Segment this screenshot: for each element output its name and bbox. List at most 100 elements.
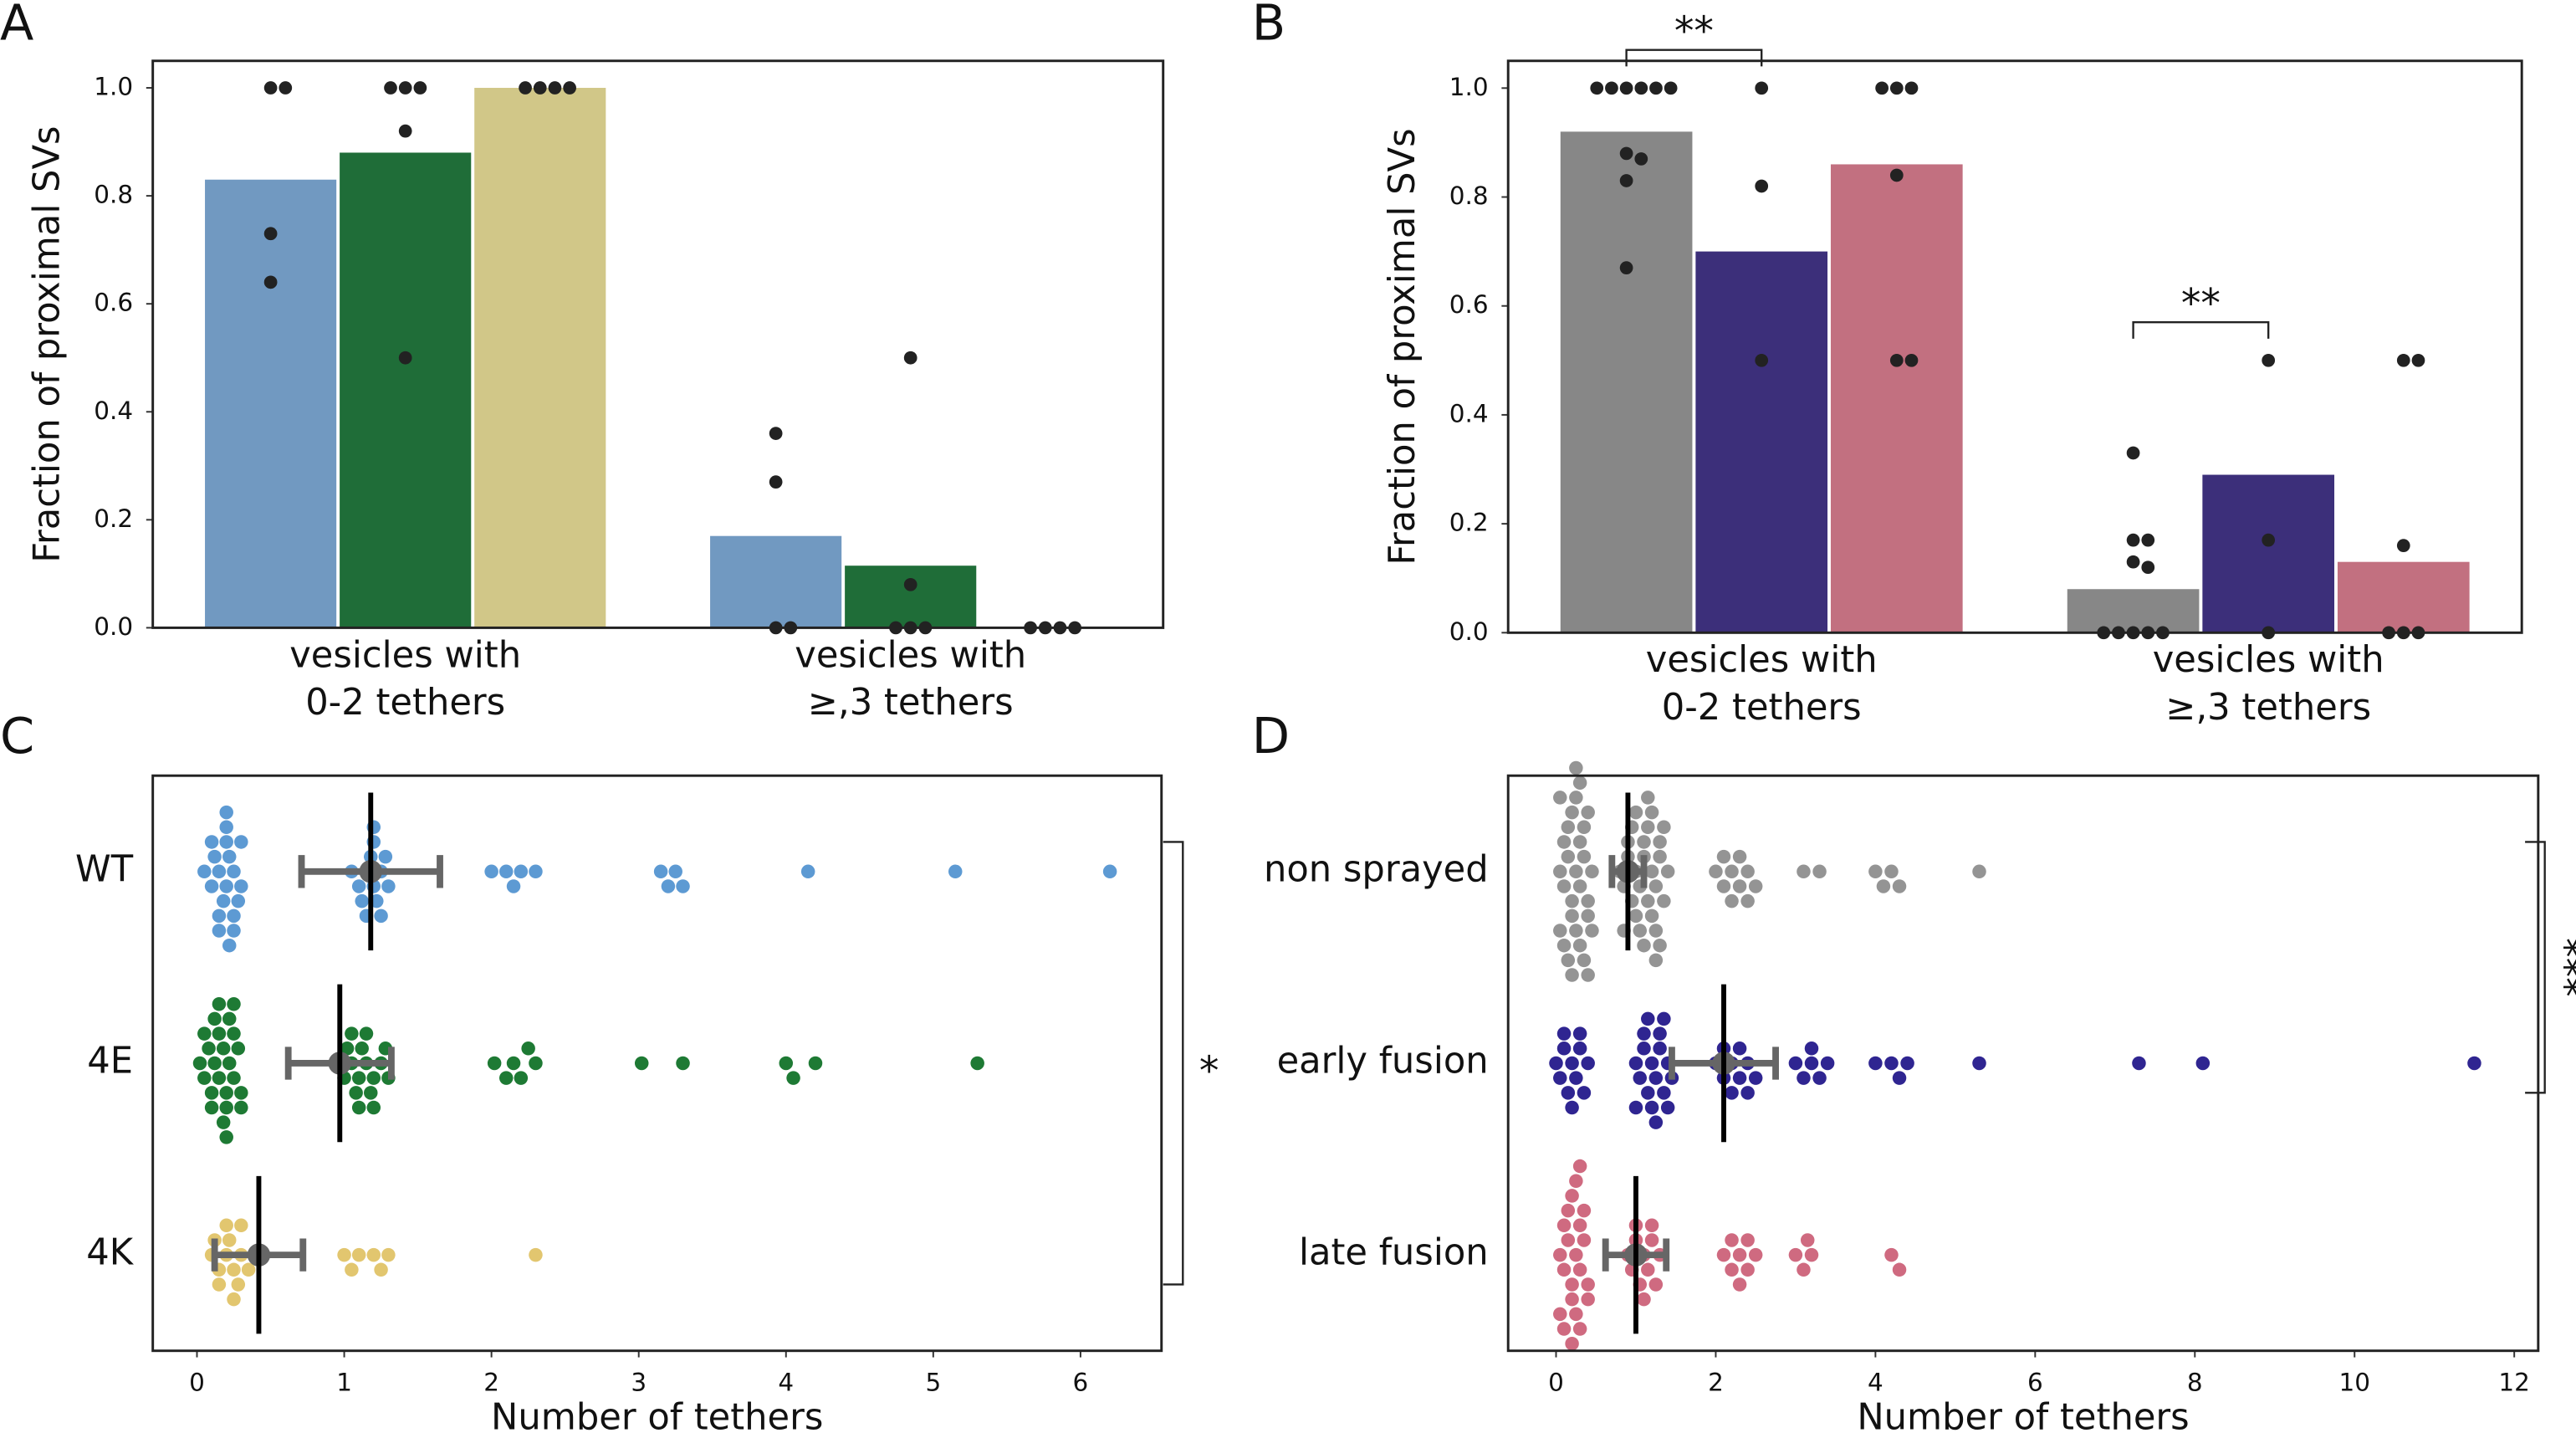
data-point <box>374 1262 388 1277</box>
data-point <box>1716 1247 1731 1262</box>
y-tick-label: 4K <box>86 1232 134 1274</box>
data-point <box>484 864 498 879</box>
x-tick-label: vesicles with <box>289 634 521 676</box>
data-point <box>351 1247 366 1262</box>
x-tick-label: 4 <box>778 1369 794 1397</box>
x-tick-label: 1 <box>336 1369 352 1397</box>
data-point <box>1657 820 1671 835</box>
y-tick-label: 4E <box>87 1040 133 1082</box>
y-tick-label: 0.4 <box>1449 399 1489 427</box>
data-point <box>1556 835 1572 849</box>
data-point <box>1800 1233 1815 1247</box>
data-point <box>1648 1277 1664 1292</box>
data-point <box>1565 805 1579 820</box>
data-point <box>1812 1071 1827 1085</box>
data-point <box>533 81 547 95</box>
x-tick-label: 6 <box>1073 1369 1089 1397</box>
data-point <box>1725 1233 1739 1247</box>
data-point <box>263 81 278 95</box>
data-point <box>1740 864 1755 879</box>
data-point <box>1660 864 1675 879</box>
data-point <box>1637 938 1651 953</box>
significance-label: ** <box>1674 8 1714 54</box>
data-point <box>340 1041 355 1056</box>
data-point <box>1553 791 1567 805</box>
data-point <box>231 1277 246 1292</box>
data-point <box>222 1233 237 1247</box>
data-point <box>1561 1086 1576 1100</box>
data-point <box>1740 1233 1755 1247</box>
data-point <box>514 1071 529 1085</box>
data-point <box>1644 1056 1659 1071</box>
data-point <box>521 1041 535 1056</box>
data-point <box>1637 1041 1651 1056</box>
data-point <box>1868 1056 1883 1071</box>
data-point <box>2141 560 2155 575</box>
bar <box>2202 474 2335 633</box>
data-point <box>1972 864 1986 879</box>
data-point <box>219 1086 233 1100</box>
data-point <box>769 475 783 489</box>
data-point <box>212 1071 227 1085</box>
data-point <box>1653 938 1667 953</box>
data-point <box>2195 1056 2211 1071</box>
data-point <box>1755 353 1769 367</box>
data-point <box>1641 1011 1655 1026</box>
y-tick-label: 0.0 <box>1449 617 1489 646</box>
data-point <box>1585 864 1599 879</box>
data-point <box>1572 1322 1587 1336</box>
data-point <box>364 1086 378 1100</box>
x-tick-label: 3 <box>631 1369 647 1397</box>
data-point <box>2467 1056 2481 1071</box>
y-tick-label: late fusion <box>1299 1232 1489 1274</box>
data-point <box>212 908 227 924</box>
data-point <box>204 835 219 849</box>
significance-bracket <box>1163 841 1184 1286</box>
x-axis-label: Number of tethers <box>1857 1397 2189 1433</box>
data-point <box>779 1056 794 1071</box>
data-point <box>2396 353 2410 367</box>
data-point <box>548 81 562 95</box>
data-point <box>192 1056 207 1071</box>
data-point <box>207 849 222 864</box>
data-point <box>1732 1277 1747 1292</box>
data-point <box>1565 908 1579 924</box>
y-tick-label: non sprayed <box>1264 848 1489 890</box>
x-tick-label: 8 <box>2187 1369 2203 1397</box>
data-point <box>1581 893 1595 908</box>
data-point <box>1740 893 1755 908</box>
data-point <box>216 893 231 908</box>
data-point <box>1556 1026 1572 1041</box>
data-point <box>234 1086 248 1100</box>
data-point <box>227 997 241 1011</box>
significance-label: ** <box>2181 281 2221 327</box>
x-tick-label: 2 <box>1708 1369 1724 1397</box>
data-point <box>1572 1159 1587 1174</box>
data-point <box>1788 1056 1803 1071</box>
data-point <box>2262 353 2276 367</box>
data-point <box>1628 805 1643 820</box>
data-point <box>374 908 388 924</box>
data-point <box>197 1026 212 1041</box>
data-point <box>1561 1233 1576 1247</box>
data-point <box>227 924 241 938</box>
data-point <box>212 997 227 1011</box>
data-point <box>1889 168 1904 182</box>
data-point <box>529 864 543 879</box>
data-point <box>1619 174 1633 187</box>
data-point <box>1565 1189 1579 1203</box>
data-point <box>1732 1041 1747 1056</box>
data-point <box>2126 555 2140 569</box>
data-point <box>1561 820 1576 835</box>
data-point <box>1709 864 1723 879</box>
data-point <box>1581 1056 1595 1071</box>
data-point <box>1716 879 1731 893</box>
data-point <box>1725 1262 1739 1277</box>
data-point <box>1628 908 1643 924</box>
y-tick-label: 0.6 <box>1449 290 1489 319</box>
data-point <box>2126 533 2140 547</box>
data-point <box>227 1026 241 1041</box>
data-point <box>1797 1071 1811 1085</box>
data-point <box>231 893 246 908</box>
